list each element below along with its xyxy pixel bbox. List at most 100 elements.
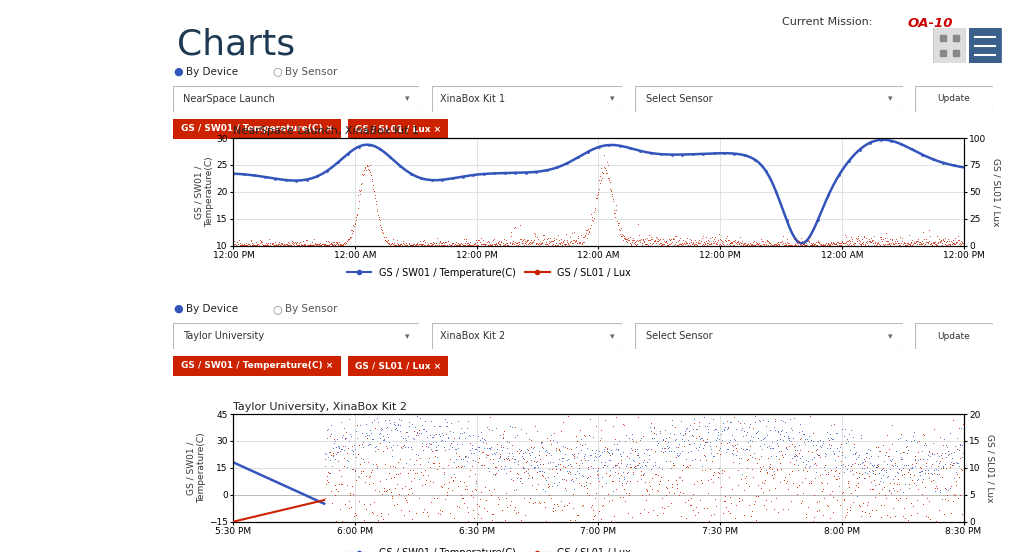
Point (504, 453, 520, 462)
Point (812, 470, 828, 479)
Point (574, 471, 591, 480)
Point (248, 241, 264, 250)
Point (947, 238, 964, 247)
Point (713, 482, 729, 491)
Point (411, 494, 427, 503)
Point (339, 449, 355, 458)
Point (432, 422, 449, 431)
Point (860, 497, 877, 506)
Point (385, 240, 401, 249)
Point (795, 240, 811, 248)
Point (730, 238, 746, 247)
Point (854, 239, 870, 248)
Point (697, 466, 714, 475)
Point (679, 234, 695, 243)
Point (469, 500, 485, 508)
Point (492, 430, 508, 439)
Point (638, 240, 654, 248)
Point (765, 474, 781, 483)
Point (439, 491, 456, 500)
Point (325, 443, 341, 452)
Point (401, 485, 418, 493)
Point (761, 486, 777, 495)
Point (376, 233, 392, 242)
Point (690, 239, 707, 248)
Point (483, 516, 500, 524)
Point (597, 461, 613, 470)
Point (845, 469, 861, 478)
Point (501, 241, 517, 250)
Point (539, 476, 555, 485)
Point (945, 236, 962, 245)
FancyBboxPatch shape (915, 86, 993, 112)
Point (460, 507, 476, 516)
Point (539, 448, 555, 457)
Point (909, 509, 926, 518)
Point (388, 440, 404, 449)
Point (799, 455, 815, 464)
Point (495, 241, 511, 250)
Point (752, 241, 768, 250)
Point (529, 480, 546, 489)
Point (321, 469, 337, 477)
Point (739, 240, 756, 248)
Point (909, 240, 926, 248)
Point (942, 457, 958, 466)
Point (770, 427, 786, 436)
Point (543, 431, 559, 439)
Point (954, 509, 971, 518)
Point (647, 236, 664, 245)
Point (323, 451, 339, 460)
Point (774, 426, 791, 434)
Point (923, 238, 939, 247)
Point (916, 483, 933, 492)
Point (427, 241, 443, 250)
Point (671, 491, 687, 500)
Point (901, 240, 918, 248)
Point (695, 440, 712, 449)
Point (422, 431, 438, 439)
Point (847, 239, 863, 248)
Point (455, 454, 471, 463)
Point (867, 492, 884, 501)
Point (825, 507, 842, 516)
Point (537, 240, 553, 248)
Point (480, 425, 497, 434)
Point (582, 472, 598, 481)
Point (745, 500, 762, 508)
Point (510, 237, 526, 246)
Point (677, 427, 693, 436)
Point (648, 440, 665, 449)
Point (453, 463, 469, 471)
Point (460, 416, 476, 425)
Point (738, 428, 755, 437)
Point (380, 510, 396, 519)
Point (375, 515, 391, 524)
Point (848, 448, 864, 457)
Point (823, 486, 840, 495)
Point (535, 236, 551, 245)
Point (932, 456, 948, 465)
Point (557, 463, 573, 472)
Point (803, 477, 819, 486)
Point (655, 443, 672, 452)
Point (351, 440, 368, 449)
Point (790, 241, 806, 250)
Point (627, 464, 643, 473)
Point (529, 238, 546, 247)
Point (826, 455, 843, 464)
Point (521, 237, 538, 246)
Point (453, 490, 469, 499)
Point (689, 477, 706, 486)
Point (633, 235, 649, 244)
Point (854, 235, 870, 243)
Point (543, 237, 559, 246)
Point (807, 440, 823, 449)
Point (717, 423, 733, 432)
Point (874, 464, 891, 473)
Point (428, 239, 444, 248)
Point (697, 456, 714, 465)
Point (534, 466, 550, 475)
Point (334, 241, 350, 250)
Point (876, 241, 892, 250)
